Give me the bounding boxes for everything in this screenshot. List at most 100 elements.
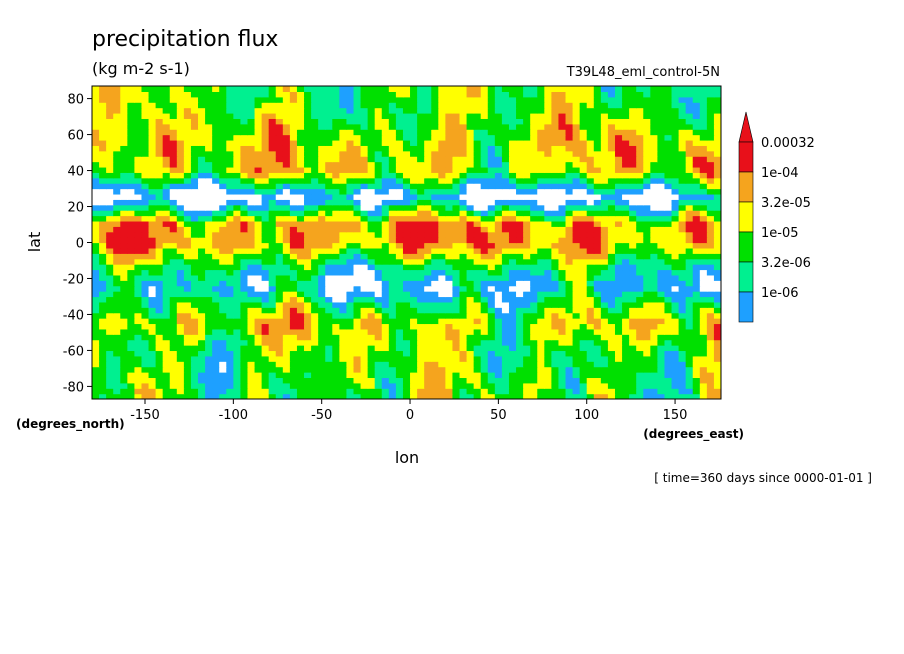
heatmap-cell (261, 307, 270, 314)
heatmap-cell (424, 339, 432, 346)
heatmap-cell (622, 102, 630, 109)
heatmap-cell (593, 312, 602, 319)
heatmap-cell (664, 291, 673, 298)
heatmap-cell (586, 156, 595, 163)
heatmap-cell (134, 280, 143, 287)
heatmap-cell (706, 107, 715, 114)
heatmap-cell (268, 323, 277, 330)
heatmap-cell (438, 350, 446, 357)
heatmap-cell (367, 366, 376, 373)
heatmap-cell (395, 328, 404, 335)
heatmap-cell (678, 204, 687, 211)
heatmap-cell (205, 328, 213, 335)
heatmap-cell (607, 296, 616, 303)
heatmap-cell (332, 177, 340, 184)
heatmap-cell (183, 166, 192, 173)
heatmap-cell (417, 323, 425, 330)
heatmap-cell (395, 258, 404, 265)
heatmap-cell (671, 264, 680, 271)
heatmap-cell (183, 204, 192, 211)
heatmap-cell (699, 102, 708, 109)
heatmap-cell (494, 226, 503, 233)
heatmap-cell (381, 166, 390, 173)
heatmap-cell (452, 350, 461, 357)
heatmap-cell (678, 318, 687, 325)
heatmap-cell (367, 318, 376, 325)
heatmap-cell (445, 318, 454, 325)
heatmap-cell (374, 253, 383, 260)
heatmap-cell (289, 285, 298, 292)
heatmap-cell (671, 231, 680, 238)
heatmap-cell (127, 107, 136, 114)
heatmap-cell (692, 134, 701, 141)
heatmap-cell (296, 253, 305, 260)
heatmap-cell (565, 183, 574, 190)
heatmap-cell (629, 156, 637, 163)
heatmap-cell (664, 312, 673, 319)
heatmap-cell (346, 296, 355, 303)
heatmap-cell (289, 339, 298, 346)
heatmap-cell (466, 139, 475, 146)
heatmap-cell (494, 323, 503, 330)
heatmap-cell (289, 242, 298, 249)
heatmap-cell (304, 372, 312, 379)
heatmap-cell (466, 215, 475, 222)
heatmap-cell (664, 285, 673, 292)
heatmap-cell (381, 237, 390, 244)
heatmap-cell (169, 372, 178, 379)
heatmap-cell (99, 366, 107, 373)
heatmap-cell (607, 274, 616, 281)
heatmap-cell (572, 183, 581, 190)
heatmap-cell (212, 301, 220, 308)
heatmap-cell (445, 350, 454, 357)
heatmap-cell (381, 204, 390, 211)
heatmap-cell (261, 318, 270, 325)
heatmap-cell (388, 215, 397, 222)
heatmap-cell (169, 247, 178, 254)
heatmap-cell (120, 150, 128, 157)
heatmap-cell (692, 291, 701, 298)
heatmap-cell (523, 231, 531, 238)
heatmap-cell (92, 323, 100, 330)
heatmap-cell (544, 220, 552, 227)
heatmap-cell (551, 161, 560, 168)
heatmap-cell (417, 226, 425, 233)
heatmap-cell (198, 199, 206, 206)
heatmap-cell (106, 177, 114, 184)
heatmap-cell (480, 323, 489, 330)
heatmap-cell (473, 318, 482, 325)
heatmap-cell (282, 301, 291, 308)
heatmap-cell (106, 107, 114, 114)
heatmap-cell (713, 366, 721, 373)
heatmap-cell (120, 172, 128, 179)
heatmap-cell (417, 382, 425, 389)
heatmap-cell (212, 264, 220, 271)
heatmap-cell (629, 102, 637, 109)
heatmap-cell (636, 145, 644, 152)
heatmap-cell (381, 226, 390, 233)
heatmap-cell (508, 301, 517, 308)
heatmap-cell (537, 145, 545, 152)
heatmap-cell (127, 102, 136, 109)
heatmap-cell (579, 393, 588, 399)
heatmap-cell (431, 280, 439, 287)
heatmap-cell (113, 350, 121, 357)
heatmap-cell (388, 247, 397, 254)
heatmap-cell (494, 242, 503, 249)
heatmap-cell (452, 188, 461, 195)
heatmap-cell (99, 377, 107, 384)
heatmap-cell (374, 177, 383, 184)
heatmap-cell (360, 96, 369, 103)
heatmap-cell (247, 199, 256, 206)
heatmap-cell (424, 134, 432, 141)
heatmap-cell (395, 296, 404, 303)
heatmap-cell (699, 183, 708, 190)
heatmap-cell (318, 345, 326, 352)
heatmap-cell (205, 323, 213, 330)
heatmap-cell (530, 107, 538, 114)
heatmap-cell (205, 210, 213, 217)
heatmap-cell (240, 139, 249, 146)
heatmap-cell (516, 204, 524, 211)
heatmap-cell (706, 188, 715, 195)
heatmap-cell (445, 377, 454, 384)
